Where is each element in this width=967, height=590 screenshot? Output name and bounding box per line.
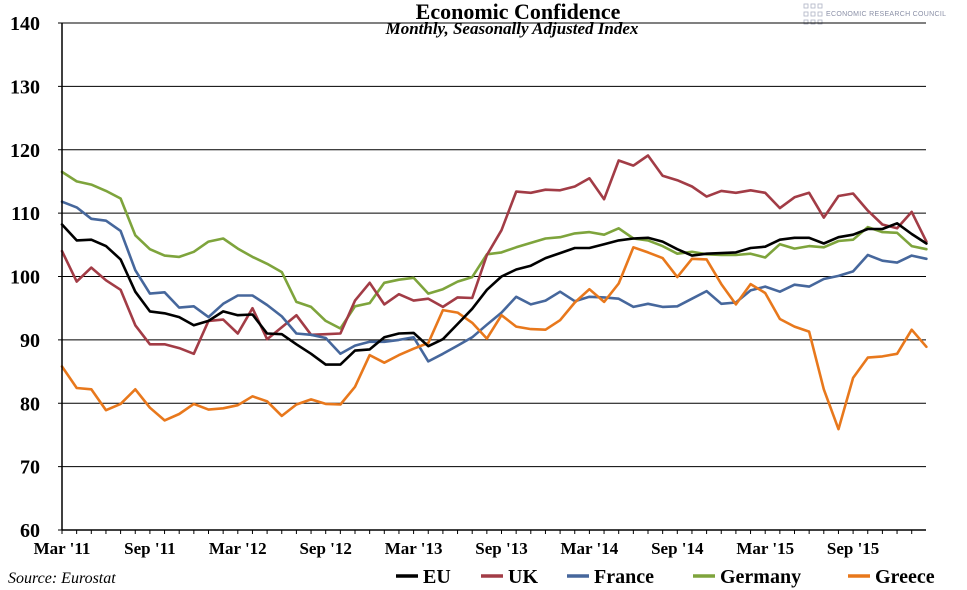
series-line-france bbox=[60, 200, 928, 363]
legend-label: EU bbox=[423, 566, 451, 588]
y-tick-label: 90 bbox=[20, 330, 40, 352]
gridlines bbox=[62, 22, 926, 468]
legend-label: UK bbox=[508, 566, 538, 588]
series-line-germany bbox=[60, 170, 928, 330]
legend-item-eu: EU bbox=[396, 566, 451, 588]
x-axis-ticks: Mar '11 Sep '11 Mar '12 Sep '12 Mar '13 Sep '… bbox=[34, 539, 880, 558]
legend-label: Greece bbox=[875, 566, 935, 588]
y-tick-label: 80 bbox=[20, 393, 40, 415]
x-tick-label: Mar '14 bbox=[561, 539, 619, 558]
x-tick-label: Sep '14 bbox=[651, 539, 704, 558]
x-tick-label: Mar '13 bbox=[385, 539, 443, 558]
y-tick-label: 100 bbox=[10, 267, 40, 289]
series-line-greece bbox=[60, 246, 928, 431]
chart-subtitle: Monthly, Seasonally Adjusted Index bbox=[385, 19, 639, 38]
y-tick-label: 70 bbox=[20, 457, 40, 479]
x-tick-label: Sep '12 bbox=[299, 539, 351, 558]
legend-item-greece: Greece bbox=[848, 566, 935, 588]
erc-logo: ECONOMIC RESEARCH COUNCIL bbox=[803, 3, 946, 25]
x-tick-label: Mar '12 bbox=[209, 539, 267, 558]
chart-title: Economic Confidence bbox=[416, 0, 621, 24]
logo-squares-icon bbox=[803, 3, 823, 25]
x-tick-label: Sep '15 bbox=[827, 539, 879, 558]
x-tick-label: Sep '11 bbox=[124, 539, 176, 558]
y-tick-label: 140 bbox=[10, 13, 40, 35]
axes bbox=[58, 22, 926, 534]
chart-source: Source: Eurostat bbox=[8, 570, 116, 587]
legend: EU UK France Germany Greece bbox=[396, 566, 935, 588]
x-tick-label: Mar '11 bbox=[34, 539, 91, 558]
legend-item-uk: UK bbox=[481, 566, 538, 588]
x-tick-label: Sep '13 bbox=[475, 539, 527, 558]
series-line-eu bbox=[60, 222, 928, 366]
y-tick-label: 60 bbox=[20, 520, 40, 542]
legend-item-germany: Germany bbox=[693, 566, 801, 588]
series-line-uk bbox=[60, 154, 928, 356]
y-tick-label: 130 bbox=[10, 76, 40, 98]
legend-item-france: France bbox=[567, 566, 654, 588]
x-tick-label: Mar '15 bbox=[736, 539, 794, 558]
legend-label: France bbox=[594, 566, 654, 588]
y-axis-ticks: 60 70 80 90 100 110 120 130 140 bbox=[10, 13, 40, 542]
legend-label: Germany bbox=[720, 566, 801, 588]
y-tick-label: 120 bbox=[10, 140, 40, 162]
brand-name: ECONOMIC RESEARCH COUNCIL bbox=[826, 11, 946, 18]
series-lines bbox=[60, 154, 928, 431]
y-tick-label: 110 bbox=[11, 203, 40, 225]
